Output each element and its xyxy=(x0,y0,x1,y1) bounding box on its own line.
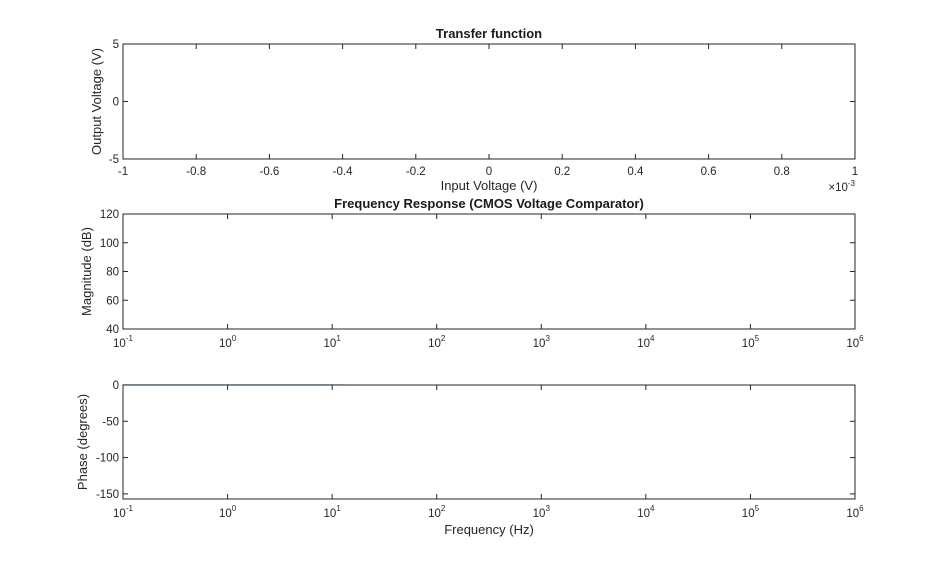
x-tick-exponent: 2 xyxy=(441,504,446,513)
x-tick-label: 103 xyxy=(533,334,551,350)
chart-title: Frequency Response (CMOS Voltage Compara… xyxy=(334,196,644,211)
chart-3: 10-1 100 101 102 103 104 105 106-150-100-500Fre… xyxy=(75,380,864,537)
y-tick-label: 80 xyxy=(106,267,119,279)
x-tick-label: 103 xyxy=(533,504,551,520)
x-tick-exponent: 1 xyxy=(336,334,341,343)
x-tick-exponent: 6 xyxy=(859,334,864,343)
x-tick-label: 106 xyxy=(846,334,864,350)
x-tick-base: 10 xyxy=(219,508,232,520)
x-tick-label: 0 xyxy=(486,166,492,178)
y-tick-label: 0 xyxy=(113,97,119,109)
x-tick-base: 10 xyxy=(846,338,859,350)
x-tick-label: 0.2 xyxy=(554,166,570,178)
x-tick-exponent: -1 xyxy=(126,504,134,513)
x-tick-label: 10-1 xyxy=(113,334,133,350)
x-tick-exponent: 6 xyxy=(859,504,864,513)
x-axis-label: Frequency (Hz) xyxy=(444,522,534,537)
x-tick-label: 101 xyxy=(324,334,342,350)
x-tick-label: 102 xyxy=(428,504,446,520)
x-tick-exponent: 3 xyxy=(545,504,550,513)
x-tick-labels: -1 -0.8 -0.6 -0.4 -0.2 0 0.2 0.4 0.6 0.8 1 xyxy=(118,44,858,178)
x-tick-label: 104 xyxy=(637,334,655,350)
chart-2: 10-1 100 101 102 103 104 105 106406080100120Fre… xyxy=(79,196,864,350)
x-tick-label: 0.6 xyxy=(701,166,717,178)
y-tick-label: 100 xyxy=(100,238,119,250)
x-tick-label: -0.6 xyxy=(259,166,279,178)
x-tick-label: 1 xyxy=(852,166,858,178)
x-tick-label: 0.4 xyxy=(627,166,644,178)
x-tick-label: 10-1 xyxy=(113,504,133,520)
y-tick-label: 40 xyxy=(106,324,119,336)
y-tick-label: -100 xyxy=(96,453,119,465)
x-tick-base: 10 xyxy=(637,338,650,350)
x-tick-base: 10 xyxy=(846,508,859,520)
y-tick-label: 60 xyxy=(106,295,119,307)
x-tick-exponent: 5 xyxy=(755,334,760,343)
x-tick-base: 10 xyxy=(219,338,232,350)
x-tick-label: -0.2 xyxy=(406,166,426,178)
x-tick-exponent: 4 xyxy=(650,334,655,343)
x-tick-label: 0.8 xyxy=(774,166,790,178)
x-tick-exponent: 3 xyxy=(545,334,550,343)
x-tick-label: 106 xyxy=(846,504,864,520)
x-tick-label: 100 xyxy=(219,334,237,350)
x-multiplier-exponent: -3 xyxy=(848,179,856,188)
y-axis-label: Phase (degrees) xyxy=(75,394,90,490)
x-tick-base: 10 xyxy=(113,338,126,350)
axes-box xyxy=(122,43,856,160)
x-tick-base: 10 xyxy=(742,338,755,350)
chart-1: -1 -0.8 -0.6 -0.4 -0.2 0 0.2 0.4 0.6 0.8 1 -5 0 5 Tran… xyxy=(89,26,858,194)
y-tick-label: -5 xyxy=(109,154,119,166)
x-tick-base: 10 xyxy=(324,508,337,520)
y-tick-label: 0 xyxy=(113,380,119,392)
x-tick-base: 10 xyxy=(324,338,337,350)
x-tick-labels: 10-1 100 101 102 103 104 105 106 xyxy=(113,385,864,520)
chart-title: Transfer function xyxy=(436,26,542,41)
x-multiplier-base: ×10 xyxy=(828,182,848,194)
x-tick-label: -0.8 xyxy=(186,166,206,178)
x-tick-label: 100 xyxy=(219,504,237,520)
x-tick-exponent: 5 xyxy=(755,504,760,513)
x-tick-base: 10 xyxy=(113,508,126,520)
x-tick-labels: 10-1 100 101 102 103 104 105 106 xyxy=(113,214,864,350)
x-tick-exponent: 4 xyxy=(650,504,655,513)
x-tick-label: 101 xyxy=(324,504,342,520)
x-axis-multiplier: ×10-3 xyxy=(828,179,855,194)
x-tick-exponent: -1 xyxy=(126,334,134,343)
x-tick-base: 10 xyxy=(533,338,546,350)
x-tick-label: -0.4 xyxy=(333,166,353,178)
y-tick-labels: -150 -100 -50 0 xyxy=(96,380,855,501)
x-tick-label: 104 xyxy=(637,504,655,520)
y-tick-label: 5 xyxy=(113,39,119,51)
x-tick-base: 10 xyxy=(428,508,441,520)
y-tick-labels: 40 60 80 100 120 xyxy=(100,209,855,336)
x-tick-base: 10 xyxy=(637,508,650,520)
y-tick-labels: -5 0 5 xyxy=(109,39,855,166)
y-tick-label: -150 xyxy=(96,489,119,501)
y-tick-label: 120 xyxy=(100,209,119,221)
axes-box xyxy=(122,384,856,500)
x-tick-exponent: 2 xyxy=(441,334,446,343)
x-tick-base: 10 xyxy=(742,508,755,520)
x-tick-label: 105 xyxy=(742,334,760,350)
x-tick-label: 102 xyxy=(428,334,446,350)
x-tick-base: 10 xyxy=(533,508,546,520)
x-tick-exponent: 0 xyxy=(232,334,237,343)
axes-box xyxy=(122,213,856,330)
y-axis-label: Output Voltage (V) xyxy=(89,48,104,155)
x-tick-label: 105 xyxy=(742,504,760,520)
x-tick-exponent: 0 xyxy=(232,504,237,513)
y-axis-label: Magnitude (dB) xyxy=(79,227,94,316)
x-axis-label: Input Voltage (V) xyxy=(441,178,538,193)
x-tick-base: 10 xyxy=(428,338,441,350)
x-tick-exponent: 1 xyxy=(336,504,341,513)
y-tick-label: -50 xyxy=(102,416,119,428)
x-tick-label: -1 xyxy=(118,166,128,178)
